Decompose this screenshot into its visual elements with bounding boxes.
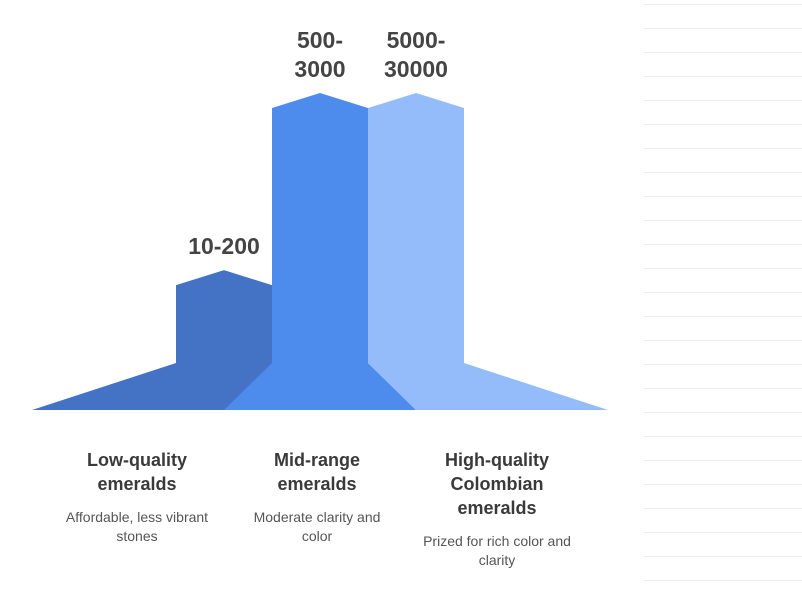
ruled-line	[644, 292, 802, 293]
ruled-line	[644, 388, 802, 389]
ruled-line	[644, 532, 802, 533]
ruled-line	[644, 436, 802, 437]
value-label-mid-range: 500- 3000	[294, 27, 345, 82]
area-high-quality	[368, 93, 608, 410]
category-description-low-quality: Affordable, less vibrant stones	[52, 508, 222, 546]
ruled-lines-panel	[644, 0, 802, 589]
ruled-line	[644, 172, 802, 173]
ruled-line	[644, 340, 802, 341]
value-label-line: 5000-	[387, 27, 446, 53]
ruled-line	[644, 484, 802, 485]
category-description-line: Affordable, less vibrant	[65, 509, 209, 525]
category-title-low-quality: Low-quality emeralds	[52, 448, 222, 496]
ruled-line	[644, 412, 802, 413]
ruled-line	[644, 268, 802, 269]
category-title-line: Low-quality	[87, 450, 187, 470]
value-label-line: 30000	[384, 56, 448, 82]
value-label-line: 500-	[297, 27, 343, 53]
ruled-line	[644, 76, 802, 77]
category-description-line: Prized for rich color and	[423, 533, 571, 549]
category-title-line: emeralds	[457, 498, 537, 518]
value-label-low-quality: 10-200	[188, 233, 260, 259]
ruled-line	[644, 460, 802, 461]
category-title-line: emeralds	[97, 474, 177, 494]
ruled-line	[644, 364, 802, 365]
ruled-line	[644, 244, 802, 245]
category-description-mid-range: Moderate clarity and color	[232, 508, 402, 546]
area-low-quality	[32, 270, 272, 410]
category-description-high-quality: Prized for rich color and clarity	[412, 532, 582, 570]
ruled-line	[644, 508, 802, 509]
category-description-line: stones	[116, 528, 158, 544]
ruled-line	[644, 316, 802, 317]
category-mid-range: Mid-range emeralds Moderate clarity and …	[232, 448, 402, 546]
category-description-line: clarity	[478, 552, 516, 568]
ruled-line	[644, 100, 802, 101]
category-title-mid-range: Mid-range emeralds	[232, 448, 402, 496]
ruled-line	[644, 52, 802, 53]
value-label-line: 3000	[294, 56, 345, 82]
ruled-line	[644, 580, 802, 581]
ruled-line	[644, 148, 802, 149]
ruled-line	[644, 28, 802, 29]
ruled-line	[644, 556, 802, 557]
value-label-high-quality: 5000- 30000	[384, 27, 448, 82]
ruled-line	[644, 4, 802, 5]
category-title-line: High-quality	[445, 450, 549, 470]
ruled-line	[644, 220, 802, 221]
category-title-line: emeralds	[277, 474, 357, 494]
ruled-line	[644, 196, 802, 197]
category-low-quality: Low-quality emeralds Affordable, less vi…	[52, 448, 222, 546]
category-title-high-quality: High-quality Colombian emeralds	[412, 448, 582, 520]
price-range-chart: 10-200 500- 3000 5000- 30000	[32, 27, 608, 410]
category-description-line: color	[301, 528, 333, 544]
value-label-line: 10-200	[188, 233, 260, 259]
category-title-line: Colombian	[450, 474, 544, 494]
category-title-line: Mid-range	[273, 450, 360, 470]
ruled-line	[644, 124, 802, 125]
category-high-quality: High-quality Colombian emeralds Prized f…	[412, 448, 582, 570]
category-description-line: Moderate clarity and	[253, 509, 381, 525]
